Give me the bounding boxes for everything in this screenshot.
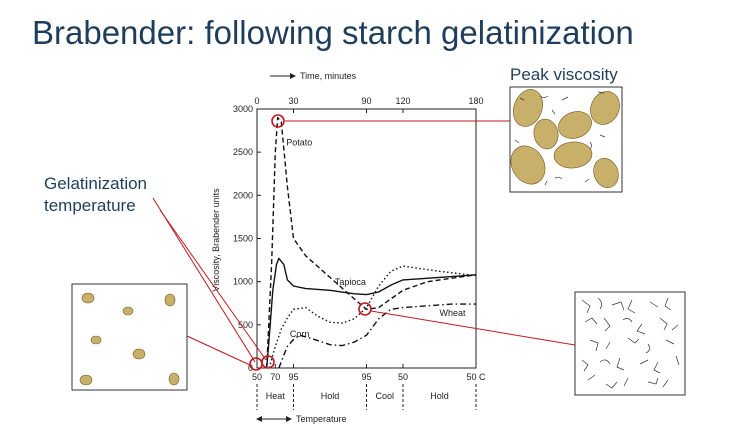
retrogradation-marker (358, 302, 372, 316)
swollen-granule (558, 111, 592, 139)
series-line-corn (268, 265, 477, 369)
native-granule (79, 374, 93, 386)
gel-network-illustration (574, 291, 686, 396)
series-line-potato (266, 116, 477, 369)
temperature-tick-label: 70 (270, 372, 280, 382)
temperature-axis-label: Temperature (296, 414, 347, 424)
gel-strands (581, 297, 680, 389)
time-tick-label: 120 (395, 96, 410, 106)
time-tick-label: 30 (288, 96, 298, 106)
native-granules-illustration (71, 283, 188, 391)
native-granule (90, 335, 102, 345)
swollen-granule (510, 145, 546, 185)
time-tick-label: 180 (468, 96, 483, 106)
y-axis-label: Viscosity, Brabender units (211, 188, 221, 292)
gel-callout-line (370, 310, 576, 346)
native-granule (132, 348, 146, 360)
y-tick-label: 500 (238, 320, 253, 330)
temperature-axis-title: Temperature (256, 414, 347, 424)
native-granule (81, 292, 95, 304)
time-tick-label: 90 (361, 96, 371, 106)
phase-label: Cool (375, 391, 394, 401)
gelatinization-temperature-label: Gelatinization temperature (44, 173, 147, 217)
temperature-tick-label: 50 (398, 372, 408, 382)
y-tick-label: 0 (248, 363, 253, 373)
time-tick-label: 0 (254, 96, 259, 106)
temperature-tick-label: 95 (288, 372, 298, 382)
phase-label: Hold (321, 391, 340, 401)
gelatinization-label-line2: temperature (44, 196, 136, 215)
gelatinization-callout-line-b (159, 209, 267, 361)
series-line-tapioca (266, 257, 477, 369)
swollen-granule (513, 89, 543, 127)
phase-label: Heat (266, 391, 286, 401)
amylose-strands (514, 91, 606, 186)
y-tick-label: 1500 (233, 234, 253, 244)
swollen-granule (553, 141, 593, 169)
callout-annotations (152, 114, 576, 371)
gelatinization-callout-line-a (152, 197, 256, 363)
peak-marker (271, 114, 285, 128)
phase-label: Hold (430, 391, 449, 401)
gel-network-box (574, 291, 686, 396)
series-label-corn: Corn (290, 329, 310, 339)
gelatinization-marker-70 (261, 355, 275, 369)
y-tick-label: 3000 (233, 104, 253, 114)
gelatinization-label-line1: Gelatinization (44, 174, 148, 193)
swollen-granule (593, 158, 619, 188)
temperature-tick-label: 50 C (466, 372, 486, 382)
native-granule (122, 306, 134, 316)
granule-callout-line (186, 335, 251, 366)
slide-title: Brabender: following starch gelatinizati… (32, 14, 634, 51)
y-tick-label: 1000 (233, 277, 253, 287)
swollen-granule (533, 118, 559, 150)
series-label-potato: Potato (286, 137, 312, 147)
swollen-granules-illustration (509, 86, 623, 193)
time-axis-label: Time, minutes (300, 71, 357, 81)
series-line-wheat (278, 303, 476, 369)
temperature-tick-label: 50 (252, 372, 262, 382)
native-granule (168, 372, 180, 386)
series-label-tapioca: Tapioca (335, 277, 366, 287)
y-tick-label: 2500 (233, 147, 253, 157)
y-tick-label: 2000 (233, 190, 253, 200)
peak-viscosity-label: Peak viscosity (510, 65, 618, 84)
swollen-granule (590, 91, 620, 125)
time-axis-title: Time, minutes (270, 71, 357, 81)
native-granule (164, 293, 176, 307)
temperature-tick-label: 95 (361, 372, 371, 382)
series-label-wheat: Wheat (440, 308, 467, 318)
